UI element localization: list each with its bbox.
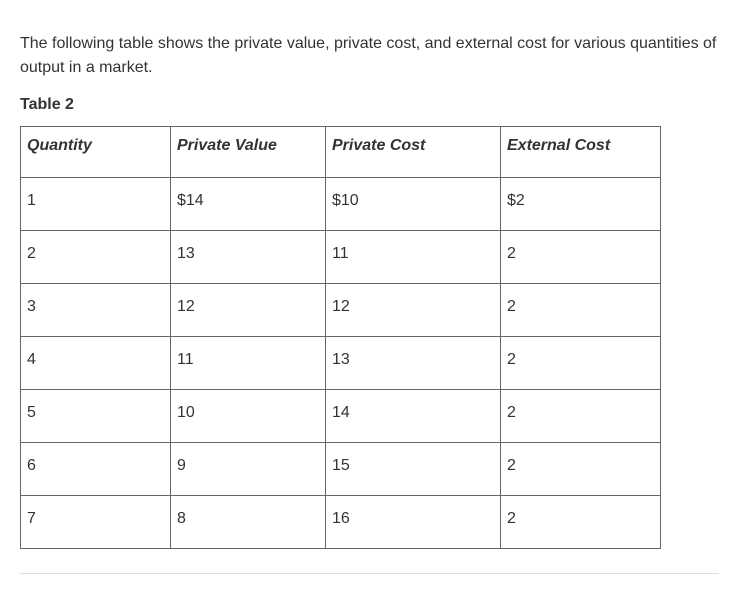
cell-external-cost: 2 — [501, 284, 661, 337]
cell-private-cost: 11 — [326, 231, 501, 284]
cell-quantity: 1 — [21, 178, 171, 231]
cell-private-cost: 15 — [326, 443, 501, 496]
table-row: 6 9 15 2 — [21, 443, 661, 496]
cell-private-value: 11 — [171, 337, 326, 390]
cell-external-cost: 2 — [501, 496, 661, 549]
cell-external-cost: 2 — [501, 337, 661, 390]
cell-external-cost: $2 — [501, 178, 661, 231]
col-header-external-cost: External Cost — [501, 127, 661, 178]
cell-quantity: 7 — [21, 496, 171, 549]
divider — [20, 573, 719, 574]
cell-private-cost: $10 — [326, 178, 501, 231]
cell-private-value: 9 — [171, 443, 326, 496]
table-header-row: Quantity Private Value Private Cost Exte… — [21, 127, 661, 178]
col-header-private-value: Private Value — [171, 127, 326, 178]
cell-external-cost: 2 — [501, 390, 661, 443]
cell-private-cost: 16 — [326, 496, 501, 549]
cell-private-cost: 13 — [326, 337, 501, 390]
cell-quantity: 5 — [21, 390, 171, 443]
cell-quantity: 3 — [21, 284, 171, 337]
cell-external-cost: 2 — [501, 231, 661, 284]
cell-private-cost: 12 — [326, 284, 501, 337]
table-row: 1 $14 $10 $2 — [21, 178, 661, 231]
cell-external-cost: 2 — [501, 443, 661, 496]
table-row: 3 12 12 2 — [21, 284, 661, 337]
table-row: 5 10 14 2 — [21, 390, 661, 443]
col-header-private-cost: Private Cost — [326, 127, 501, 178]
col-header-quantity: Quantity — [21, 127, 171, 178]
table-caption: Table 2 — [20, 96, 719, 114]
cell-private-value: 8 — [171, 496, 326, 549]
table-row: 4 11 13 2 — [21, 337, 661, 390]
cell-quantity: 6 — [21, 443, 171, 496]
table-row: 2 13 11 2 — [21, 231, 661, 284]
intro-text: The following table shows the private va… — [20, 32, 719, 80]
cell-private-value: 13 — [171, 231, 326, 284]
data-table: Quantity Private Value Private Cost Exte… — [20, 126, 661, 549]
cell-private-value: 10 — [171, 390, 326, 443]
cell-private-value: 12 — [171, 284, 326, 337]
table-row: 7 8 16 2 — [21, 496, 661, 549]
cell-quantity: 4 — [21, 337, 171, 390]
cell-quantity: 2 — [21, 231, 171, 284]
cell-private-cost: 14 — [326, 390, 501, 443]
cell-private-value: $14 — [171, 178, 326, 231]
